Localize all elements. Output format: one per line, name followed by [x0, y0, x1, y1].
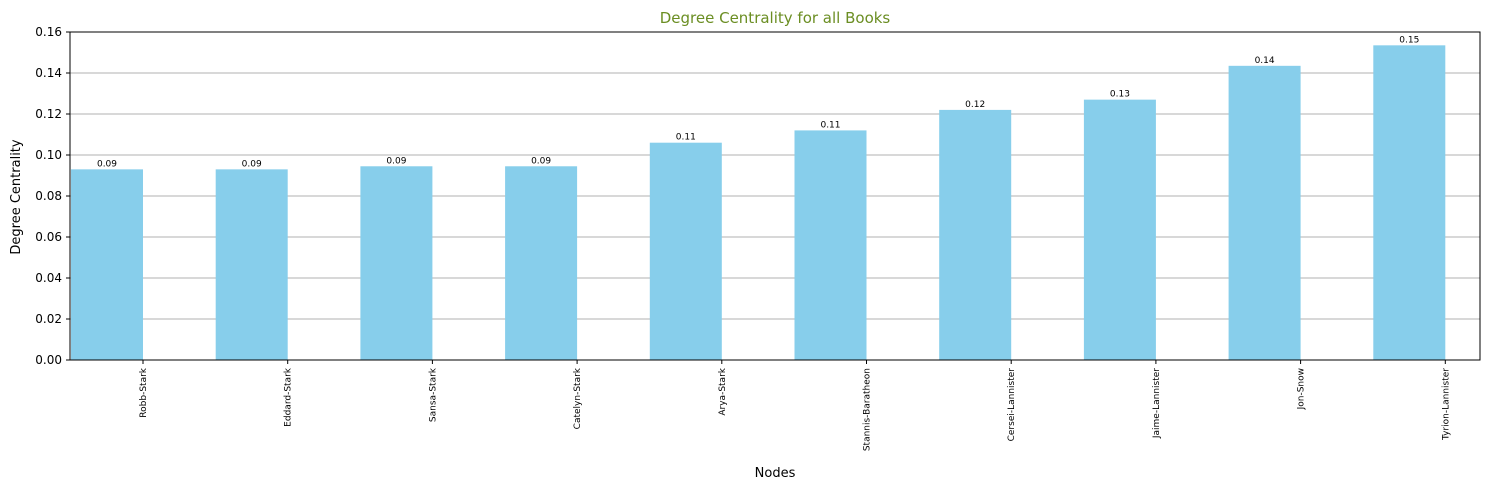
data-label: 0.11	[676, 133, 696, 143]
x-tick-label: Jaime-Lannister	[1152, 368, 1162, 439]
x-tick-label: Arya-Stark	[718, 367, 728, 415]
y-tick-label: 0.00	[35, 353, 62, 367]
x-tick-label: Catelyn-Stark	[573, 367, 583, 429]
y-tick-label: 0.08	[35, 189, 62, 203]
bar-arya-stark	[649, 142, 722, 360]
data-label: 0.09	[97, 159, 117, 169]
data-label: 0.09	[386, 156, 406, 166]
data-label: 0.09	[242, 159, 262, 169]
plot-frame	[69, 31, 1481, 361]
data-labels: 0.09 0.09 0.09 0.09 0.11 0.11 0.12 0.13 0.14 0.15	[97, 35, 1419, 169]
x-tick-label: Jon-Snow	[1297, 368, 1307, 410]
data-label: 0.14	[1255, 56, 1275, 66]
x-tick-label: Cersei-Lannister	[1007, 368, 1017, 442]
y-axis-label: Degree Centrality	[9, 139, 24, 254]
data-label: 0.15	[1399, 35, 1419, 45]
y-tick-label: 0.12	[35, 107, 62, 121]
bar-stannis-baratheon	[794, 130, 867, 360]
data-label: 0.11	[820, 120, 840, 130]
bar-sansa-stark	[360, 166, 433, 360]
y-tick-label: 0.10	[35, 148, 62, 162]
y-tick-label: 0.06	[35, 230, 62, 244]
bar-cersei-lannister	[939, 109, 1012, 361]
data-label: 0.09	[531, 156, 551, 166]
bars	[71, 45, 1446, 361]
y-axis: 0.00 0.02 0.04 0.06 0.08 0.10 0.12 0.14 0.16	[35, 25, 70, 367]
bar-catelyn-stark	[505, 166, 578, 360]
chart-title: Degree Centrality for all Books	[660, 9, 891, 27]
bar-jon-snow	[1228, 65, 1301, 360]
x-tick-label: Robb-Stark	[139, 367, 149, 417]
x-axis: Robb-Stark Eddard-Stark Sansa-Stark Catelyn…	[139, 360, 1451, 451]
data-label: 0.13	[1110, 90, 1130, 100]
x-tick-label: Eddard-Stark	[284, 367, 294, 427]
bar-jaime-lannister	[1083, 99, 1156, 361]
x-tick-label: Sansa-Stark	[428, 367, 438, 422]
data-label: 0.12	[965, 100, 985, 110]
y-tick-label: 0.04	[35, 271, 62, 285]
bar-tyrion-lannister	[1373, 45, 1446, 360]
x-tick-label: Tyrion-Lannister	[1441, 368, 1451, 441]
y-tick-label: 0.14	[35, 66, 62, 80]
x-tick-label: Stannis-Baratheon	[863, 368, 873, 451]
y-tick-label: 0.02	[35, 312, 62, 326]
bar-robb-stark	[71, 169, 143, 360]
x-axis-label: Nodes	[755, 466, 796, 481]
bar-eddard-stark	[215, 169, 288, 360]
y-tick-label: 0.16	[35, 25, 62, 39]
